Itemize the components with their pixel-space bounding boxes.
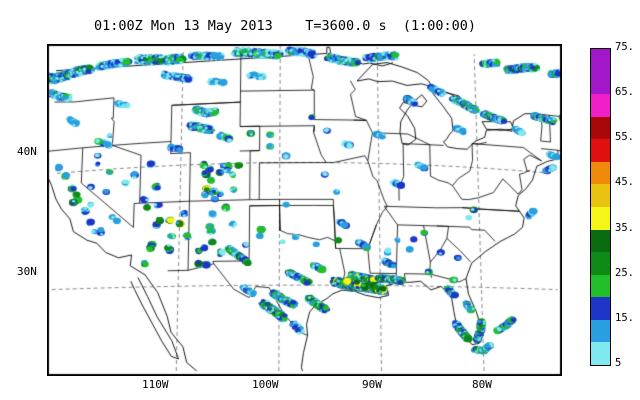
y-tick-label-40n: 40N [17,145,37,158]
colorbar-segment [591,116,610,140]
colorbar-tick-label: 5 [615,357,622,369]
colorbar [590,48,611,366]
colorbar-segment [591,206,610,230]
colorbar-segment [591,274,610,298]
colorbar-segment [591,184,610,207]
colorbar-tick-label: 75. [615,41,634,53]
x-tick-label-90w: 90W [362,378,382,391]
colorbar-segment [591,94,610,117]
colorbar-segment [591,139,610,162]
colorbar-segment [591,161,610,185]
colorbar-segment [591,342,610,365]
x-tick-label-100w: 100W [252,378,279,391]
colorbar-tick-label: 55. [615,131,634,144]
y-tick-label-30n: 30N [17,265,37,278]
figure-title: 01:00Z Mon 13 May 2013 T=3600.0 s (1:00:… [93,18,476,34]
colorbar-segment [591,319,610,343]
colorbar-tick-label: 65. [615,86,634,99]
colorbar-tick-label: 25. [615,266,634,279]
x-tick-label-110w: 110W [142,378,169,391]
colorbar-tick-label: 35. [615,221,634,234]
map-canvas [48,45,561,375]
map-panel [47,44,562,376]
colorbar-segment [591,229,610,253]
colorbar-segment [591,297,610,320]
colorbar-segment [591,252,610,275]
colorbar-tick-label: 45. [615,176,634,189]
colorbar-tick-label: 15. [615,311,634,324]
colorbar-segment [591,49,610,95]
x-tick-label-80w: 80W [472,378,492,391]
